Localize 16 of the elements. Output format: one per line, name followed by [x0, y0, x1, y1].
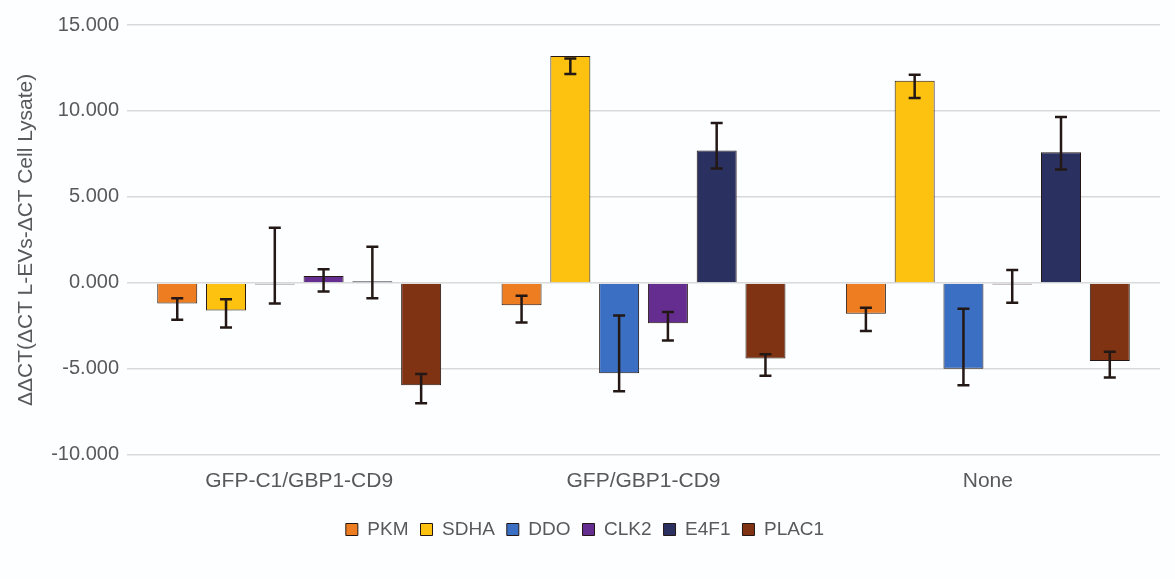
legend-label: PLAC1	[763, 517, 825, 539]
x-tick-label: None	[962, 468, 1013, 492]
y-axis-title: ΔΔCT(ΔCT L-EVs-ΔCT Cell Lysate)	[13, 73, 37, 407]
x-tick-label: GFP/GBP1-CD9	[566, 468, 721, 492]
y-tick-label: -5.000	[62, 356, 120, 379]
y-tick-label: -10.000	[51, 442, 120, 465]
legend-label: DDO	[528, 517, 571, 539]
legend-label: SDHA	[442, 517, 496, 539]
y-tick-label: 15.000	[57, 12, 120, 35]
legend-label: CLK2	[604, 517, 652, 539]
y-tick-label: 5.000	[68, 184, 120, 207]
y-tick-label: 0.000	[68, 270, 120, 293]
y-tick-label: 10.000	[57, 98, 120, 121]
legend-label: PKM	[367, 517, 409, 539]
legend-label: E4F1	[685, 517, 731, 539]
x-tick-label: GFP-C1/GBP1-CD9	[205, 468, 394, 492]
